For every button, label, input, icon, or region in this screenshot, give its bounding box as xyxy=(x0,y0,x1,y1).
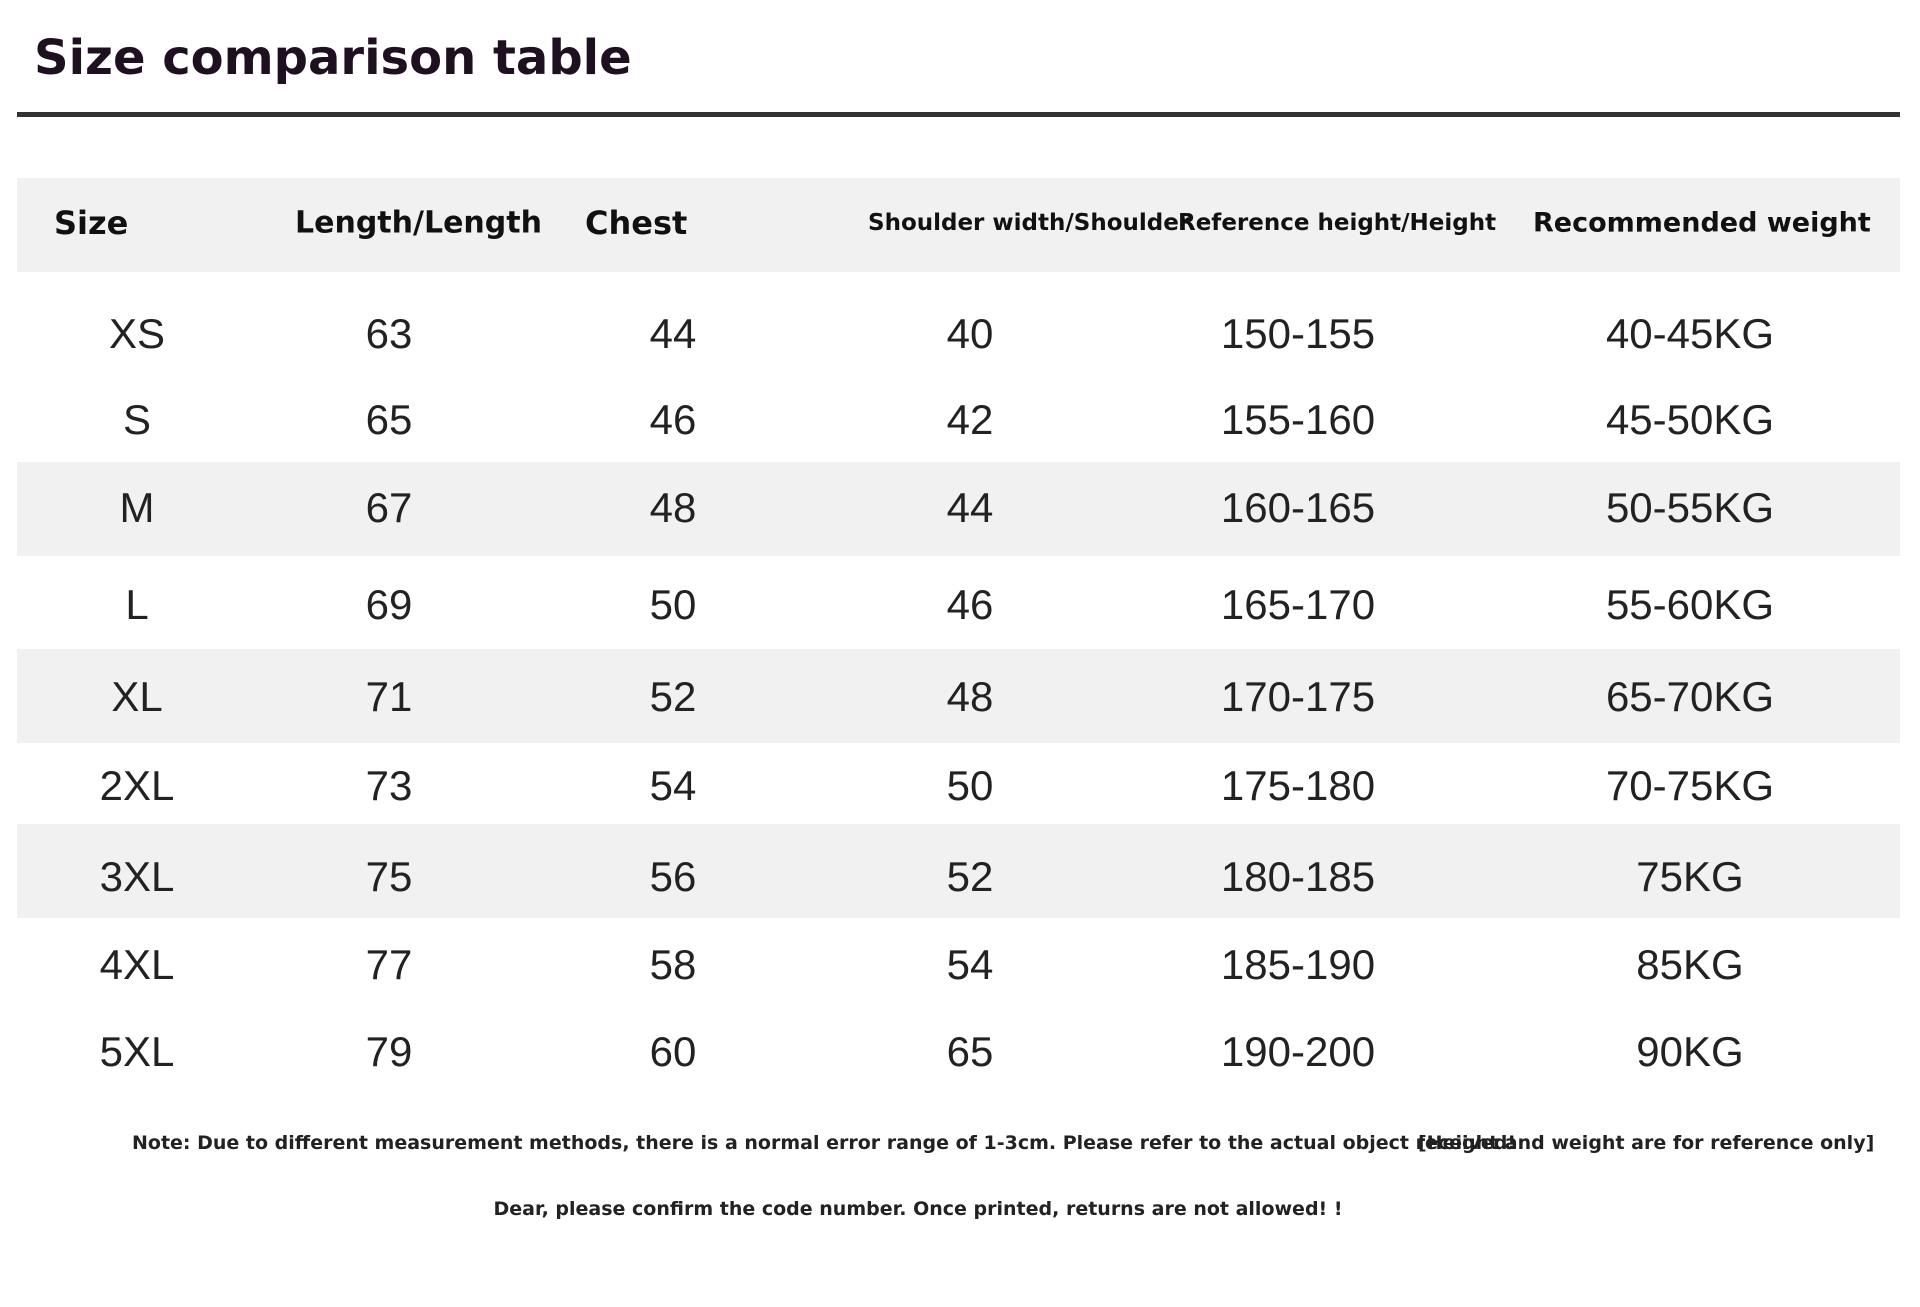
title-rule xyxy=(17,112,1900,117)
table-cell: 185-190 xyxy=(1220,941,1376,988)
note: Note: Due to different measurement metho… xyxy=(132,1132,1517,1154)
row-band xyxy=(17,824,1900,918)
table-cell: S xyxy=(122,396,152,443)
table-cell: 67 xyxy=(365,484,413,531)
table-cell: 40 xyxy=(946,310,994,357)
table-cell: 3XL xyxy=(99,853,175,900)
table-cell: 50 xyxy=(649,581,697,628)
row-band xyxy=(17,462,1900,556)
table-cell: 75 xyxy=(365,853,413,900)
table-cell: 65 xyxy=(365,396,413,443)
table-cell: 70-75KG xyxy=(1605,762,1775,809)
table-cell: M xyxy=(119,484,155,531)
row-band xyxy=(17,649,1900,743)
table-cell: 44 xyxy=(649,310,697,357)
table-cell: 50-55KG xyxy=(1605,484,1775,531)
table-cell: XL xyxy=(111,673,163,720)
table-cell: 54 xyxy=(649,762,697,809)
table-cell: 160-165 xyxy=(1220,484,1376,531)
table-cell: 65 xyxy=(946,1028,994,1075)
table-cell: 150-155 xyxy=(1220,310,1376,357)
table-cell: 55-60KG xyxy=(1605,581,1775,628)
table-cell: 5XL xyxy=(99,1028,175,1075)
table-cell: 48 xyxy=(946,673,994,720)
table-cell: 190-200 xyxy=(1220,1028,1376,1075)
table-cell: 175-180 xyxy=(1220,762,1376,809)
table-cell: 180-185 xyxy=(1220,853,1376,900)
table-cell: 45-50KG xyxy=(1605,396,1775,443)
note: Dear, please confirm the code number. On… xyxy=(493,1198,1343,1220)
column-header: Shoulder width/Shoulder xyxy=(868,210,1191,236)
table-cell: 46 xyxy=(946,581,994,628)
table-cell: 2XL xyxy=(99,762,175,809)
table-cell: 60 xyxy=(649,1028,697,1075)
table-cell: 42 xyxy=(946,396,994,443)
table-cell: 65-70KG xyxy=(1605,673,1775,720)
table-cell: L xyxy=(125,581,149,628)
table-cell: 79 xyxy=(365,1028,413,1075)
table-cell: 90KG xyxy=(1636,1028,1744,1075)
table-cell: 52 xyxy=(946,853,994,900)
header-band xyxy=(17,178,1900,272)
table-cell: 170-175 xyxy=(1220,673,1376,720)
table-cell: 63 xyxy=(365,310,413,357)
column-header: Reference height/Height xyxy=(1178,210,1497,236)
table-cell: 46 xyxy=(649,396,697,443)
note: [Height and weight are for reference onl… xyxy=(1418,1132,1875,1154)
table-cell: 50 xyxy=(946,762,994,809)
table-cell: 165-170 xyxy=(1220,581,1376,628)
table-cell: 44 xyxy=(946,484,994,531)
table-cell: 48 xyxy=(649,484,697,531)
table-cell: 75KG xyxy=(1636,853,1744,900)
table-cell: 69 xyxy=(365,581,413,628)
table-cell: 77 xyxy=(365,941,413,988)
table-cell: XS xyxy=(108,310,166,357)
column-header: Size xyxy=(54,204,129,242)
table-cell: 73 xyxy=(365,762,413,809)
table-cell: 40-45KG xyxy=(1605,310,1775,357)
title: Size comparison table xyxy=(34,30,632,86)
table-cell: 155-160 xyxy=(1220,396,1376,443)
table-cell: 71 xyxy=(365,673,413,720)
column-header: Recommended weight xyxy=(1533,207,1871,239)
table-cell: 85KG xyxy=(1636,941,1744,988)
column-header: Length/Length xyxy=(295,205,542,241)
table-cell: 56 xyxy=(649,853,697,900)
table-cell: 4XL xyxy=(99,941,175,988)
column-header: Chest xyxy=(585,204,688,242)
table-cell: 54 xyxy=(946,941,994,988)
table-cell: 58 xyxy=(649,941,697,988)
table-cell: 52 xyxy=(649,673,697,720)
